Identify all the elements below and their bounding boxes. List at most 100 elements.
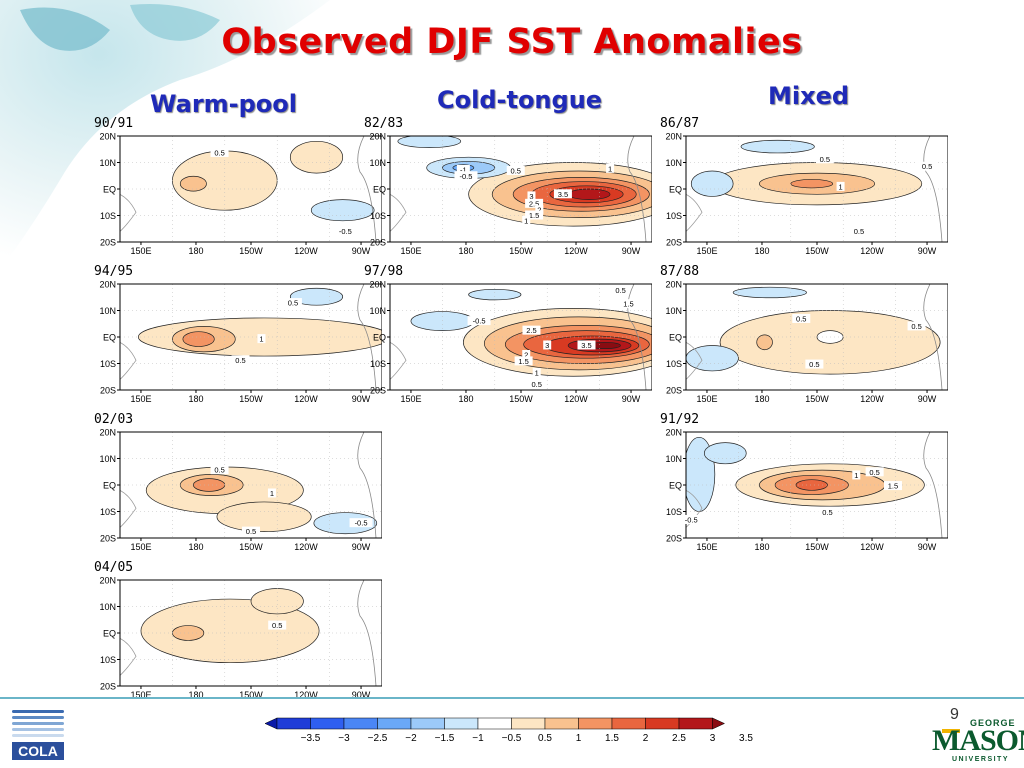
colorbar-label: −2	[405, 733, 417, 744]
anomaly-contour	[703, 442, 747, 465]
x-tick-label: 150W	[805, 246, 829, 256]
x-tick-label: 120W	[860, 542, 884, 552]
panel-label: 91/92	[660, 412, 699, 427]
anomaly-contour	[397, 136, 462, 149]
x-tick-label: 150E	[400, 246, 421, 256]
panel-label: 90/91	[94, 116, 133, 131]
contour-label: 1	[608, 164, 612, 173]
colorbar-swatch	[377, 717, 412, 730]
contour-label: 2.5	[526, 326, 536, 335]
panel-label: 97/98	[364, 264, 403, 279]
colorbar-swatch	[410, 717, 445, 730]
coastline	[357, 136, 377, 242]
gmu-main-text: MASON	[932, 724, 1024, 757]
y-tick-label: EQ	[669, 333, 682, 343]
colorbar-label: −0.5	[502, 733, 522, 744]
contour-label: 1.5	[529, 211, 539, 220]
contour-label: -0.5	[339, 227, 352, 236]
y-tick-label: 10N	[665, 158, 682, 168]
y-tick-label: EQ	[669, 481, 682, 491]
colorbar-swatch	[578, 717, 613, 730]
x-tick-label: 120W	[860, 246, 884, 256]
colorbar-label: −1	[472, 733, 484, 744]
colorbar-arrow-right	[712, 717, 726, 730]
y-tick-label: 10S	[100, 655, 116, 665]
x-tick-label: 90W	[622, 394, 641, 404]
coastline	[923, 432, 943, 538]
map-panel-p9192: 91/92 20N 10N EQ 10S 20S 150E 180 150W 120W 90W 1 0.…	[658, 410, 948, 552]
y-tick-label: 20S	[100, 238, 116, 248]
panel-label: 82/83	[364, 116, 403, 131]
coastline	[686, 341, 703, 380]
y-tick-label: 20N	[665, 280, 682, 290]
y-tick-label: 20S	[100, 682, 116, 692]
contour-label: 0.5	[235, 356, 245, 365]
contour-label: -0.5	[355, 519, 368, 528]
colorbar-label: −3	[338, 733, 350, 744]
contour-label: -0.5	[473, 317, 486, 326]
x-tick-label: 180	[458, 246, 473, 256]
anomaly-contour	[410, 311, 475, 331]
contour-label: 1	[838, 182, 842, 191]
y-tick-label: 10S	[666, 359, 682, 369]
y-tick-label: 20S	[666, 534, 682, 544]
x-tick-label: 180	[188, 394, 203, 404]
contour-label: 2	[537, 206, 541, 215]
gmu-bottom-text: UNIVERSITY	[952, 756, 1010, 763]
anomaly-contour	[756, 334, 773, 351]
colorbar-label: −3.5	[301, 733, 321, 744]
coastline	[357, 284, 377, 390]
colorbar-label: 2.5	[672, 733, 686, 744]
x-tick-label: 180	[188, 542, 203, 552]
contour-label: 2.5	[529, 199, 539, 208]
contour-label: 1.5	[623, 300, 633, 309]
contour-label: 0.5	[911, 322, 921, 331]
contour-label: 0.5	[922, 162, 932, 171]
x-tick-label: 120W	[294, 394, 318, 404]
anomaly-contour	[179, 175, 207, 192]
x-tick-label: 150E	[130, 394, 151, 404]
contour-label: 2	[524, 351, 528, 360]
y-tick-label: 10N	[665, 306, 682, 316]
contour-label: 0.5	[796, 314, 806, 323]
coastline	[686, 193, 703, 232]
y-tick-label: 10S	[666, 211, 682, 221]
y-tick-label: 10N	[99, 158, 116, 168]
colorbar-label: 3	[710, 733, 716, 744]
cold-tongue-heading: Cold-tongue	[437, 86, 603, 114]
colorbar-arrow-left	[265, 717, 278, 730]
contour-label: 3	[545, 341, 549, 350]
contour-label: 0.5	[869, 468, 879, 477]
x-tick-label: 120W	[564, 394, 588, 404]
x-tick-label: 90W	[352, 246, 371, 256]
y-tick-label: 10S	[100, 211, 116, 221]
contour-label: 1.5	[888, 482, 898, 491]
anomaly-contour	[567, 188, 611, 200]
y-tick-label: EQ	[103, 629, 116, 639]
x-tick-label: 90W	[352, 542, 371, 552]
y-tick-label: 20S	[100, 534, 116, 544]
panel-label: 94/95	[94, 264, 133, 279]
x-tick-label: 150E	[400, 394, 421, 404]
contour-label: 1	[270, 489, 274, 498]
colorbar-swatch	[678, 717, 713, 730]
y-tick-label: 10N	[665, 454, 682, 464]
x-tick-label: 90W	[918, 394, 937, 404]
x-tick-label: 180	[188, 690, 203, 700]
panel-label: 02/03	[94, 412, 133, 427]
x-tick-label: 150W	[805, 394, 829, 404]
coastline	[390, 341, 407, 380]
colorbar-swatch	[611, 717, 646, 730]
george-mason-logo: GEORGE MASON UNIVERSITY	[930, 718, 1024, 766]
contour-label: 0.5	[288, 299, 298, 308]
contour-label: 1.5	[518, 357, 528, 366]
x-tick-label: 90W	[918, 246, 937, 256]
coastline	[627, 284, 647, 390]
colorbar-swatch	[343, 717, 378, 730]
map-panel-p8283: 82/83 20N 10N EQ 10S 20S 150E 180 150W 120W 90W -1-…	[362, 114, 652, 256]
y-tick-label: 20N	[99, 132, 116, 142]
x-tick-label: 180	[188, 246, 203, 256]
